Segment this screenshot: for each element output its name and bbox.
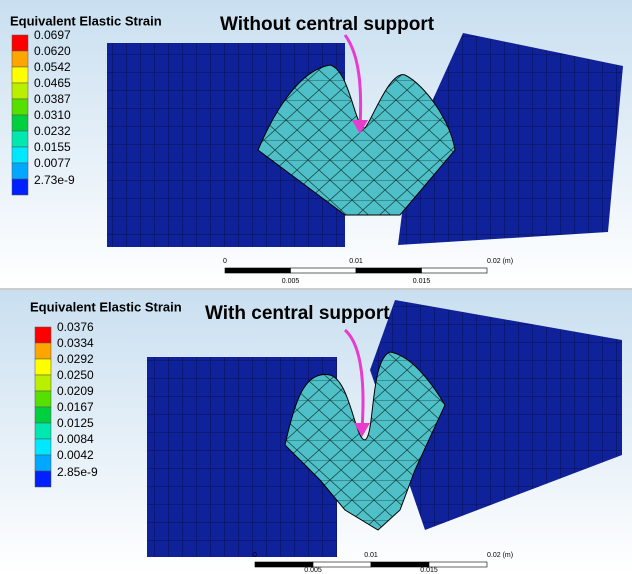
legend-label: 0.0042 — [57, 448, 94, 462]
annotation: Without central support — [220, 14, 435, 35]
legend-label: 0.0250 — [57, 368, 94, 382]
legend-label: 0.0155 — [34, 140, 71, 154]
arrow — [343, 34, 363, 129]
scale-segment — [290, 267, 357, 274]
legend-swatch — [34, 390, 52, 408]
scale-segment — [421, 267, 488, 274]
scale-label: 0.005 — [282, 278, 300, 285]
scale-label: 0.005 — [304, 567, 322, 574]
arrow — [343, 328, 365, 431]
legend-swatch — [34, 358, 52, 376]
legend-swatch — [11, 162, 29, 180]
deformed-part — [257, 64, 456, 216]
scale-label: 0.01 — [364, 552, 378, 559]
legend-swatch — [11, 130, 29, 148]
legend-swatch — [34, 454, 52, 472]
scale-label: 0.015 — [413, 278, 431, 285]
legend-label: 0.0232 — [34, 124, 71, 138]
legend-swatch — [11, 50, 29, 68]
legend-swatch — [11, 34, 29, 52]
legend-swatch — [34, 374, 52, 392]
mesh-block — [398, 33, 623, 245]
scale-label: 0 — [223, 258, 227, 265]
deformed-part — [284, 351, 446, 531]
legend-label: 0.0387 — [34, 92, 71, 106]
scale-label: 0.01 — [349, 258, 363, 265]
legend-label: 0.0465 — [34, 76, 71, 90]
arrow-head — [354, 423, 370, 437]
legend-swatch — [11, 178, 29, 196]
legend-label: 2.73e-9 — [34, 173, 75, 187]
mesh-block — [370, 300, 622, 530]
legend-swatch — [11, 66, 29, 84]
legend-title: Equivalent Elastic Strain — [10, 13, 162, 28]
scale-label: 0.02 (m) — [487, 552, 513, 559]
scale-label: 0.015 — [420, 567, 438, 574]
scale-segment — [428, 561, 488, 568]
legend-label: 0.0167 — [57, 400, 94, 414]
scale-label: 0.02 (m) — [487, 258, 513, 265]
legend-title: Equivalent Elastic Strain — [30, 299, 182, 314]
legend-label: 0.0542 — [34, 60, 71, 74]
legend-label: 0.0077 — [34, 156, 71, 170]
annotation: With central support — [205, 303, 390, 324]
scale-label: 0 — [253, 552, 257, 559]
scale-segment — [355, 267, 422, 274]
legend-swatch — [11, 114, 29, 132]
legend-label: 0.0334 — [57, 336, 94, 350]
legend-swatch — [34, 422, 52, 440]
legend-swatch — [34, 406, 52, 424]
legend-label: 0.0125 — [57, 416, 94, 430]
legend-swatch — [34, 326, 52, 344]
legend-label: 0.0292 — [57, 352, 94, 366]
legend-label: 0.0084 — [57, 432, 94, 446]
legend-label: 0.0697 — [34, 28, 71, 42]
legend-label: 0.0310 — [34, 108, 71, 122]
scale-segment — [224, 267, 291, 274]
legend-label: 0.0209 — [57, 384, 94, 398]
legend-label: 2.85e-9 — [57, 465, 98, 479]
legend-label: 0.0376 — [57, 320, 94, 334]
legend-swatch — [34, 438, 52, 456]
legend-swatch — [11, 98, 29, 116]
legend-swatch — [34, 342, 52, 360]
legend-swatch — [11, 82, 29, 100]
legend-label: 0.0620 — [34, 44, 71, 58]
arrow-head — [352, 120, 368, 134]
legend-swatch — [34, 470, 52, 488]
legend-swatch — [11, 146, 29, 164]
